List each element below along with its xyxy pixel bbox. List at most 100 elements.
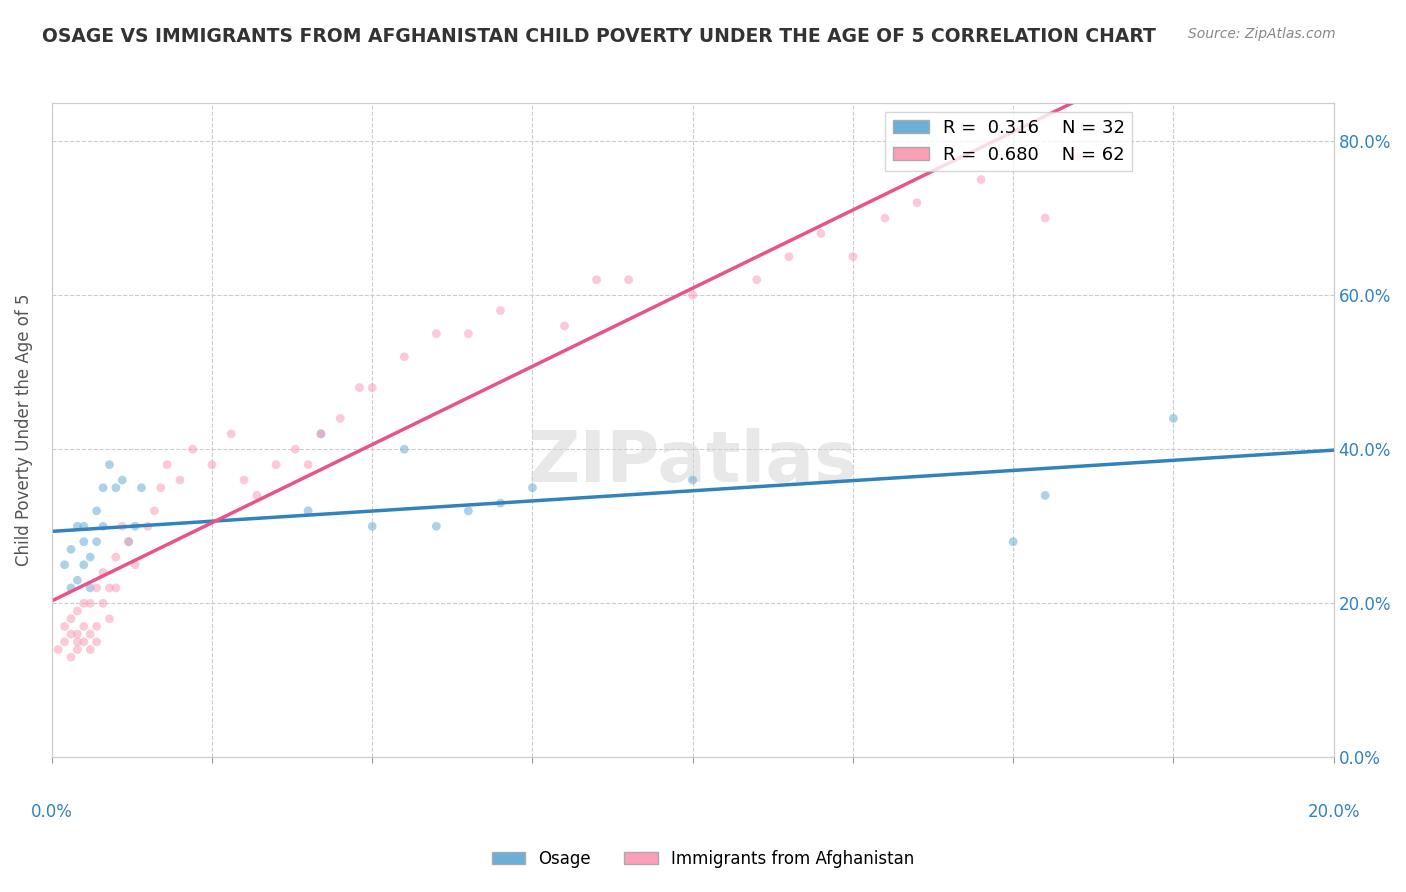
- Point: [1066, 149, 1088, 163]
- Point: [394, 350, 416, 364]
- Point: [149, 481, 172, 495]
- Point: [98, 458, 121, 472]
- Point: [617, 273, 640, 287]
- Point: [553, 318, 575, 333]
- Point: [66, 573, 89, 587]
- Point: [425, 326, 447, 341]
- Point: [59, 627, 82, 641]
- Point: [91, 596, 114, 610]
- Point: [53, 635, 76, 649]
- Y-axis label: Child Poverty Under the Age of 5: Child Poverty Under the Age of 5: [15, 293, 32, 566]
- Point: [361, 519, 384, 533]
- Point: [143, 504, 166, 518]
- Point: [79, 596, 101, 610]
- Point: [970, 172, 993, 186]
- Point: [66, 635, 89, 649]
- Point: [59, 612, 82, 626]
- Text: 20.0%: 20.0%: [1308, 803, 1360, 822]
- Point: [425, 519, 447, 533]
- Point: [136, 519, 159, 533]
- Point: [309, 426, 332, 441]
- Point: [522, 481, 544, 495]
- Point: [1033, 488, 1056, 502]
- Point: [297, 458, 319, 472]
- Point: [53, 619, 76, 633]
- Point: [745, 273, 768, 287]
- Legend: Osage, Immigrants from Afghanistan: Osage, Immigrants from Afghanistan: [485, 844, 921, 875]
- Point: [489, 496, 512, 510]
- Point: [111, 519, 134, 533]
- Point: [284, 442, 307, 457]
- Point: [86, 504, 108, 518]
- Point: [842, 250, 865, 264]
- Point: [66, 627, 89, 641]
- Point: [329, 411, 352, 425]
- Point: [73, 635, 96, 649]
- Point: [457, 326, 479, 341]
- Point: [118, 534, 141, 549]
- Point: [111, 473, 134, 487]
- Point: [59, 650, 82, 665]
- Point: [457, 504, 479, 518]
- Point: [349, 381, 371, 395]
- Point: [264, 458, 287, 472]
- Point: [201, 458, 224, 472]
- Point: [124, 558, 146, 572]
- Point: [86, 581, 108, 595]
- Point: [361, 381, 384, 395]
- Point: [98, 581, 121, 595]
- Point: [1002, 534, 1025, 549]
- Point: [181, 442, 204, 457]
- Point: [810, 227, 832, 241]
- Point: [91, 481, 114, 495]
- Point: [104, 550, 127, 565]
- Point: [585, 273, 607, 287]
- Point: [59, 542, 82, 557]
- Point: [73, 519, 96, 533]
- Point: [394, 442, 416, 457]
- Point: [53, 558, 76, 572]
- Point: [309, 426, 332, 441]
- Point: [682, 288, 704, 302]
- Point: [79, 550, 101, 565]
- Point: [91, 566, 114, 580]
- Point: [79, 642, 101, 657]
- Point: [73, 596, 96, 610]
- Point: [489, 303, 512, 318]
- Point: [98, 612, 121, 626]
- Point: [73, 558, 96, 572]
- Point: [79, 581, 101, 595]
- Point: [118, 534, 141, 549]
- Point: [219, 426, 242, 441]
- Point: [1163, 411, 1185, 425]
- Point: [66, 642, 89, 657]
- Text: OSAGE VS IMMIGRANTS FROM AFGHANISTAN CHILD POVERTY UNDER THE AGE OF 5 CORRELATIO: OSAGE VS IMMIGRANTS FROM AFGHANISTAN CHI…: [42, 27, 1156, 45]
- Point: [59, 581, 82, 595]
- Point: [297, 504, 319, 518]
- Point: [169, 473, 191, 487]
- Point: [233, 473, 256, 487]
- Point: [66, 519, 89, 533]
- Point: [46, 642, 69, 657]
- Text: 0.0%: 0.0%: [31, 803, 73, 822]
- Point: [66, 604, 89, 618]
- Point: [156, 458, 179, 472]
- Point: [73, 534, 96, 549]
- Point: [79, 627, 101, 641]
- Point: [86, 619, 108, 633]
- Point: [1033, 211, 1056, 225]
- Point: [91, 519, 114, 533]
- Legend: R =  0.316    N = 32, R =  0.680    N = 62: R = 0.316 N = 32, R = 0.680 N = 62: [886, 112, 1132, 171]
- Point: [124, 519, 146, 533]
- Text: Source: ZipAtlas.com: Source: ZipAtlas.com: [1188, 27, 1336, 41]
- Point: [104, 581, 127, 595]
- Text: ZIPatlas: ZIPatlas: [527, 428, 858, 497]
- Point: [778, 250, 800, 264]
- Point: [682, 473, 704, 487]
- Point: [246, 488, 269, 502]
- Point: [104, 481, 127, 495]
- Point: [86, 534, 108, 549]
- Point: [131, 481, 153, 495]
- Point: [905, 195, 928, 210]
- Point: [873, 211, 896, 225]
